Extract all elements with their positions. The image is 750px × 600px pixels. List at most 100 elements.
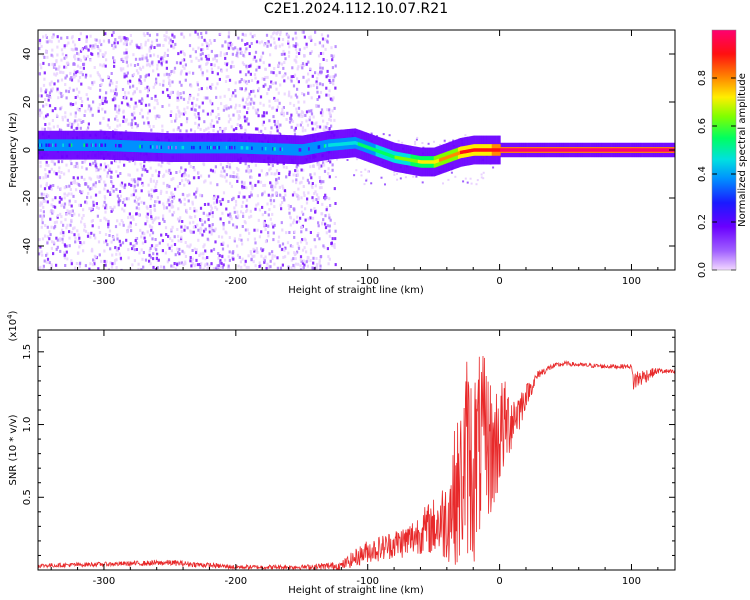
noise-speck [254,127,258,131]
noise-speck [296,43,299,47]
noise-speck [297,246,301,250]
noise-speck [194,30,197,34]
noise-speck [287,35,290,39]
noise-speck [140,189,143,193]
noise-speck [296,67,299,71]
ridge-core [614,148,616,152]
noise-speck [65,55,68,59]
noise-speck [174,267,177,270]
ridge-core [347,141,349,146]
noise-speck [236,48,239,52]
noise-speck [110,187,113,191]
noise-speck [44,98,47,101]
noise-speck [77,79,80,83]
noise-speck [217,107,220,110]
noise-speck [112,56,115,60]
ridge-band [158,141,160,153]
noise-speck [140,248,143,252]
noise-speck [308,118,311,122]
noise-speck [163,51,167,55]
noise-speck [115,170,118,174]
noise-speck [326,74,330,78]
ridge-core [625,148,628,152]
noise-speck [284,255,287,259]
noise-speck [277,91,280,95]
noise-speck [218,261,222,265]
noise-speck [151,231,155,235]
noise-speck [216,130,220,134]
ridge-core [251,146,253,150]
noise-speck [39,245,42,249]
noise-speck [244,33,247,37]
noise-speck [45,183,48,187]
noise-speck [294,169,297,173]
noise-speck [266,262,269,266]
noise-speck [163,173,166,177]
noise-speck [260,129,263,133]
noise-speck [122,67,125,71]
noise-speck [244,87,248,91]
ridge-band [186,141,189,154]
noise-speck [152,125,155,128]
noise-speck [168,203,171,207]
noise-speck [186,244,189,248]
ridge-band [61,139,63,151]
noise-speck [73,75,76,79]
noise-speck [219,51,222,55]
noise-speck [125,37,128,41]
ridge-core [415,159,418,163]
noise-speck [184,241,187,244]
noise-speck [102,54,105,58]
noise-speck [245,47,248,51]
ridge-band [294,144,296,156]
ridge-core [261,146,264,151]
noise-speck [275,194,278,197]
noise-speck [300,110,304,114]
noise-speck [72,103,75,106]
noise-speck [126,55,129,59]
noise-speck [273,67,276,70]
noise-speck [309,165,312,169]
noise-speck [326,108,329,112]
noise-speck [219,265,223,269]
ridge-core [444,156,446,160]
noise-speck [230,46,233,50]
noise-speck [83,56,86,60]
noise-speck [179,129,182,133]
noise-speck [87,86,90,90]
noise-speck [283,79,286,83]
noise-speck [41,237,45,241]
ridge-band [269,143,271,155]
noise-speck [240,125,243,129]
noise-speck [79,118,82,122]
noise-speck [38,111,41,115]
ridge-core [561,148,563,152]
noise-speck [189,54,192,58]
noise-speck [97,46,100,50]
ridge-core [81,143,83,147]
ridge-core [593,148,595,152]
noise-speck [238,110,241,113]
ridge-core [584,148,587,152]
ridge-core [476,148,479,152]
noise-speck [112,189,115,193]
noise-speck [327,171,330,175]
noise-speck [266,44,269,48]
noise-speck [271,164,274,168]
noise-speck [247,107,250,110]
noise-speck [263,190,266,194]
noise-speck [154,238,157,241]
noise-speck [300,121,304,125]
noise-speck [319,63,322,66]
noise-speck [85,128,88,132]
noise-speck [219,127,222,131]
noise-speck [204,249,207,253]
noise-speck [110,170,113,174]
noise-speck [141,99,144,103]
noise-speck [64,76,67,80]
noise-speck [178,247,181,251]
ridge-band [192,141,194,154]
ridge-core [396,156,399,160]
noise-speck [52,209,55,213]
noise-speck [195,258,198,262]
